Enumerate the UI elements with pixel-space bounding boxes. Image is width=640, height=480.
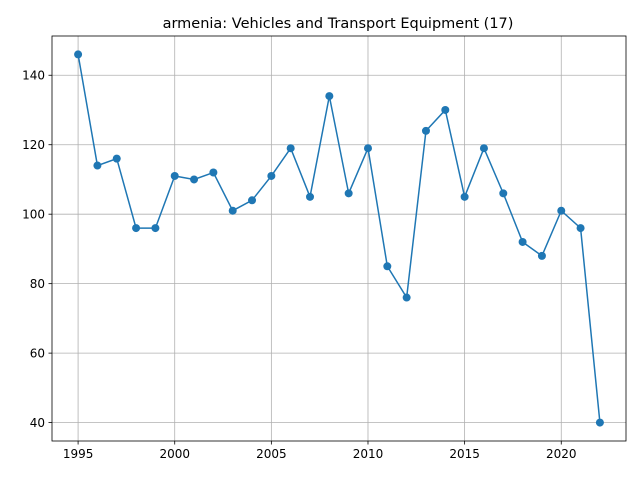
data-point-marker <box>363 144 372 153</box>
x-tick-label: 2015 <box>449 447 480 461</box>
x-tick-label: 2010 <box>353 447 384 461</box>
data-point-marker <box>595 418 604 427</box>
data-point-marker <box>460 192 469 201</box>
data-point-marker <box>499 189 508 198</box>
y-tick-label: 60 <box>30 346 45 360</box>
y-tick-label: 100 <box>22 207 45 221</box>
chart-title: armenia: Vehicles and Transport Equipmen… <box>163 16 514 32</box>
y-tick-label: 140 <box>22 69 45 83</box>
data-point-marker <box>576 224 585 233</box>
x-tick-label: 2020 <box>546 447 577 461</box>
data-point-marker <box>170 171 179 180</box>
data-point-marker <box>383 262 392 271</box>
data-point-marker <box>557 206 566 215</box>
series-line <box>77 54 601 423</box>
data-point-marker <box>209 168 218 177</box>
data-point-marker <box>74 50 83 59</box>
y-tick-label: 120 <box>22 138 45 152</box>
data-point-marker <box>93 161 102 170</box>
data-point-marker <box>441 105 450 114</box>
axis-ticks: 1995 2000 2005 2010 2015 2020 40 60 80 100 120 140 <box>22 69 576 461</box>
data-point-marker <box>190 175 199 184</box>
x-tick-label: 2000 <box>159 447 190 461</box>
data-point-marker <box>344 189 353 198</box>
data-point-marker <box>112 154 121 163</box>
y-tick-label: 40 <box>30 416 45 430</box>
x-tick-label: 2005 <box>256 447 287 461</box>
series-vehicles-transport-equipment <box>74 50 604 427</box>
data-point-marker <box>402 293 411 302</box>
data-point-marker <box>306 192 315 201</box>
data-point-marker <box>267 171 276 180</box>
y-tick-label: 80 <box>30 277 45 291</box>
data-point-marker <box>479 144 488 153</box>
data-point-marker <box>132 224 141 233</box>
data-point-marker <box>248 196 257 205</box>
x-tick-label: 1995 <box>63 447 94 461</box>
data-point-marker <box>228 206 237 215</box>
data-point-marker <box>537 251 546 260</box>
data-point-marker <box>518 237 527 246</box>
data-point-marker <box>286 144 295 153</box>
grid <box>52 36 626 441</box>
plot-frame <box>51 35 627 442</box>
data-point-marker <box>151 224 160 233</box>
data-point-marker <box>325 92 334 101</box>
data-point-marker <box>421 126 430 135</box>
